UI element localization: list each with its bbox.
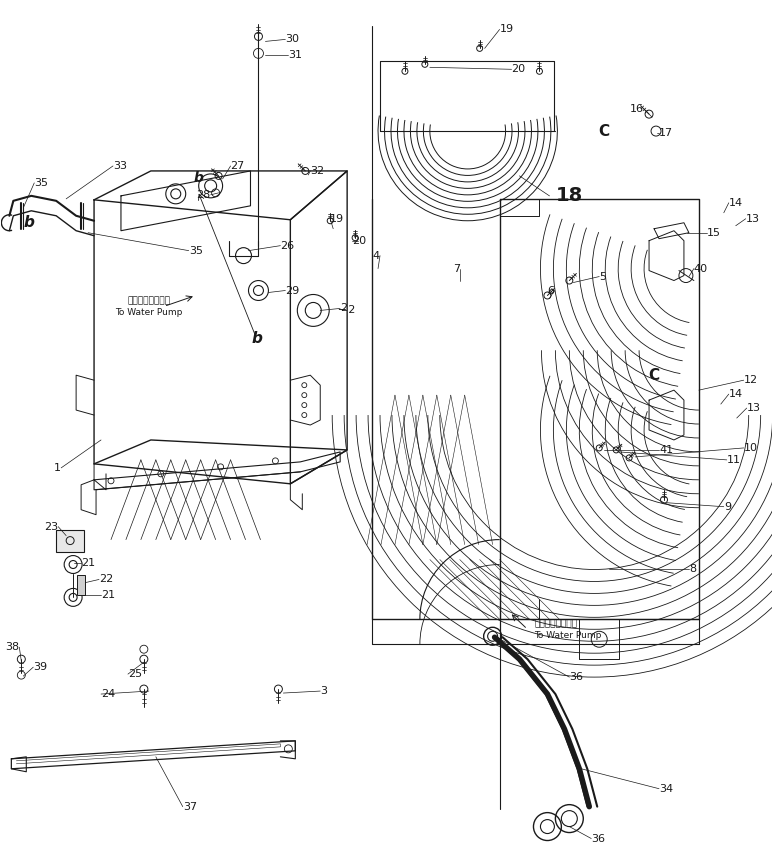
Text: 19: 19 (499, 24, 514, 34)
Text: 6: 6 (547, 285, 554, 295)
Text: 34: 34 (659, 783, 673, 794)
Text: 2: 2 (340, 303, 347, 314)
Text: 28: 28 (196, 190, 210, 200)
Text: 38: 38 (5, 643, 19, 652)
Text: 37: 37 (182, 801, 197, 812)
Text: 13: 13 (747, 403, 761, 413)
Bar (56, 530, 84, 551)
Text: 33: 33 (113, 161, 127, 171)
Text: 39: 39 (33, 662, 47, 672)
Text: 3: 3 (320, 686, 327, 696)
Text: C: C (649, 368, 659, 383)
Text: 12: 12 (744, 375, 758, 385)
Text: To Water Pump: To Water Pump (115, 308, 182, 317)
Text: 21: 21 (101, 590, 115, 600)
Text: 16: 16 (630, 104, 644, 114)
Text: 14: 14 (729, 389, 743, 399)
Text: 32: 32 (310, 166, 325, 176)
Text: 9: 9 (724, 502, 731, 512)
Text: 18: 18 (556, 186, 583, 205)
Text: ─ 2: ─ 2 (338, 306, 356, 315)
Text: 29: 29 (285, 285, 300, 295)
Text: 7: 7 (453, 264, 460, 273)
Text: 8: 8 (689, 564, 696, 575)
Text: 20: 20 (512, 64, 526, 74)
Text: 5: 5 (599, 271, 606, 282)
Text: 14: 14 (729, 198, 743, 208)
Text: 13: 13 (746, 214, 760, 223)
Text: 11: 11 (727, 455, 741, 465)
Text: 24: 24 (101, 689, 115, 699)
Text: 40: 40 (694, 264, 708, 273)
Text: 10: 10 (744, 443, 758, 453)
Text: 19: 19 (330, 214, 344, 223)
Text: C: C (598, 124, 610, 138)
Text: 30: 30 (285, 34, 299, 45)
Text: 26: 26 (281, 241, 295, 251)
Text: b: b (251, 331, 262, 346)
Text: 21: 21 (81, 557, 95, 568)
Text: 22: 22 (99, 575, 114, 584)
Text: 27: 27 (230, 161, 245, 171)
Text: 41: 41 (659, 445, 673, 455)
Text: 35: 35 (34, 178, 48, 188)
Text: 23: 23 (44, 521, 58, 532)
Text: 15: 15 (707, 228, 721, 238)
Text: To Water Pump: To Water Pump (534, 631, 602, 640)
Text: 20: 20 (352, 235, 366, 246)
Text: 36: 36 (570, 672, 584, 682)
Text: 36: 36 (591, 833, 605, 844)
Text: 35: 35 (189, 246, 203, 256)
Text: ウォータポンプへ: ウォータポンプへ (534, 620, 577, 629)
Text: 17: 17 (659, 128, 673, 138)
Text: b: b (24, 216, 35, 230)
Bar (77, 576, 85, 595)
Text: ウォータポンプへ: ウォータポンプへ (128, 296, 170, 305)
Text: 25: 25 (128, 669, 142, 679)
Text: b: b (194, 171, 203, 185)
Text: 4: 4 (373, 251, 380, 260)
Text: 31: 31 (288, 51, 302, 60)
Text: 1: 1 (54, 463, 61, 472)
